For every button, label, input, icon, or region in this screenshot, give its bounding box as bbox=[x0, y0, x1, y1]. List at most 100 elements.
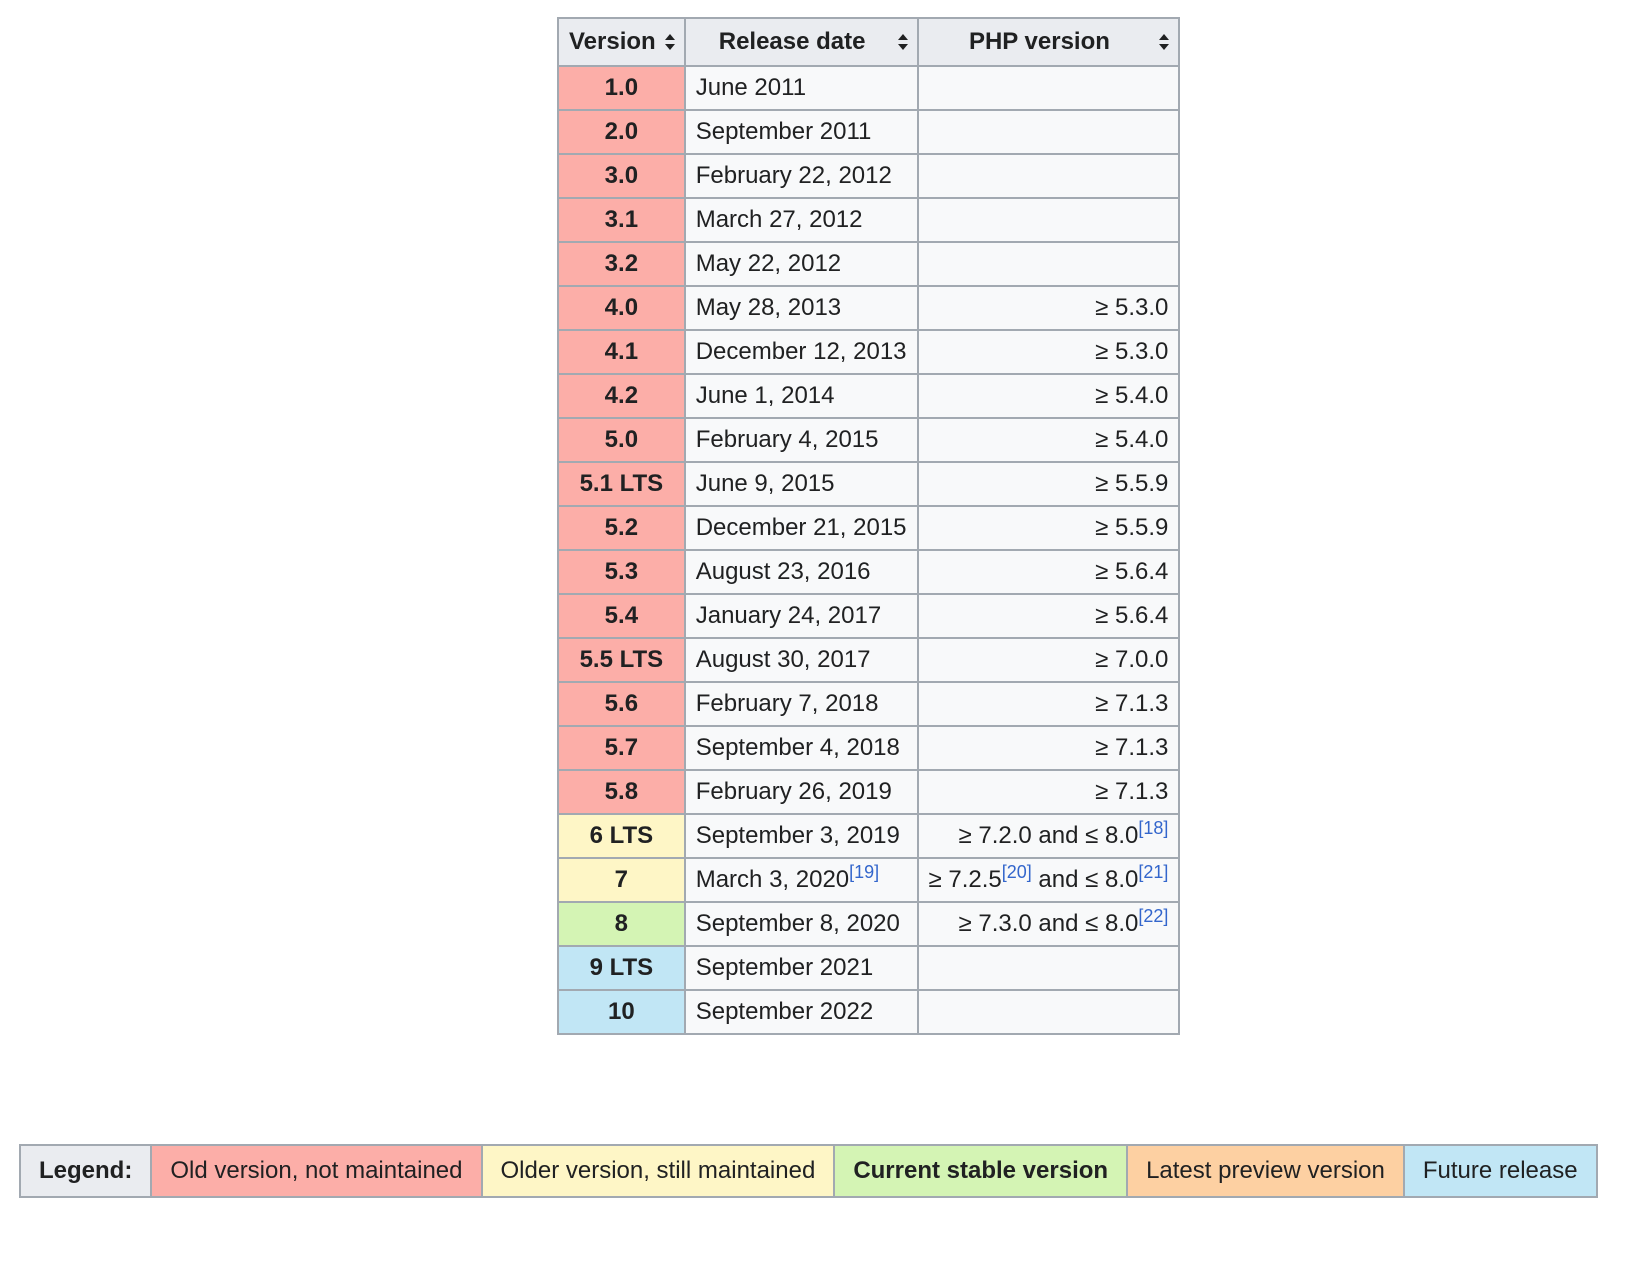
release-date-cell: March 27, 2012 bbox=[683, 197, 919, 243]
version-cell: 7 bbox=[557, 857, 686, 903]
release-date-cell: December 21, 2015 bbox=[683, 505, 919, 551]
release-date-cell: September 2021 bbox=[683, 945, 919, 991]
release-date-cell: June 2011 bbox=[683, 65, 919, 111]
version-cell: 5.2 bbox=[557, 505, 686, 551]
table-row: 4.1 December 12, 2013 ≥ 5.3.0 bbox=[557, 329, 1181, 375]
sort-icon[interactable] bbox=[1158, 33, 1170, 51]
php-version-cell: ≥ 7.1.3 bbox=[916, 681, 1181, 727]
release-date-cell: June 9, 2015 bbox=[683, 461, 919, 507]
php-version-text: and ≤ 8.0 bbox=[1031, 866, 1139, 893]
php-version-cell: ≥ 5.6.4 bbox=[916, 593, 1181, 639]
php-version-cell bbox=[916, 945, 1181, 991]
citation-link[interactable]: [20] bbox=[1001, 862, 1032, 882]
php-version-cell: ≥ 7.3.0 and ≤ 8.0[22] bbox=[916, 901, 1181, 947]
release-date-cell: February 22, 2012 bbox=[683, 153, 919, 199]
legend-item-future: Future release bbox=[1402, 1144, 1598, 1198]
version-cell: 5.3 bbox=[557, 549, 686, 595]
legend-item-current: Current stable version bbox=[833, 1144, 1129, 1198]
release-date-cell: May 28, 2013 bbox=[683, 285, 919, 331]
version-cell: 9 LTS bbox=[557, 945, 686, 991]
sort-icon[interactable] bbox=[897, 33, 909, 51]
release-date-cell: December 12, 2013 bbox=[683, 329, 919, 375]
column-header-label: Release date bbox=[718, 28, 866, 55]
column-header-version[interactable]: Version bbox=[557, 17, 686, 67]
version-cell: 2.0 bbox=[557, 109, 686, 155]
php-version-cell: ≥ 7.2.5[20] and ≤ 8.0[21] bbox=[916, 857, 1181, 903]
citation-link[interactable]: [18] bbox=[1138, 818, 1169, 838]
release-date-cell: May 22, 2012 bbox=[683, 241, 919, 287]
citation-link[interactable]: [21] bbox=[1138, 862, 1169, 882]
table-row: 3.2 May 22, 2012 bbox=[557, 241, 1181, 287]
release-date-cell: February 26, 2019 bbox=[683, 769, 919, 815]
table-row: 5.8 February 26, 2019 ≥ 7.1.3 bbox=[557, 769, 1181, 815]
release-date-cell: September 8, 2020 bbox=[683, 901, 919, 947]
release-date-cell: September 2011 bbox=[683, 109, 919, 155]
table-row: 4.0 May 28, 2013 ≥ 5.3.0 bbox=[557, 285, 1181, 331]
php-version-text: ≥ 7.2.5 bbox=[928, 866, 1002, 893]
release-date-cell: September 3, 2019 bbox=[683, 813, 919, 859]
version-cell: 5.5 LTS bbox=[557, 637, 686, 683]
php-version-cell: ≥ 5.6.4 bbox=[916, 549, 1181, 595]
table-row: 5.2 December 21, 2015 ≥ 5.5.9 bbox=[557, 505, 1181, 551]
legend-item-older: Older version, still maintained bbox=[480, 1144, 836, 1198]
table-row: 8 September 8, 2020 ≥ 7.3.0 and ≤ 8.0[22] bbox=[557, 901, 1181, 947]
version-cell: 5.0 bbox=[557, 417, 686, 463]
release-date-cell: June 1, 2014 bbox=[683, 373, 919, 419]
citation-link[interactable]: [19] bbox=[849, 862, 880, 882]
citation-link[interactable]: [22] bbox=[1138, 906, 1169, 926]
version-cell: 5.6 bbox=[557, 681, 686, 727]
release-date-cell: March 3, 2020[19] bbox=[683, 857, 919, 903]
table-row: 4.2 June 1, 2014 ≥ 5.4.0 bbox=[557, 373, 1181, 419]
php-version-cell bbox=[916, 153, 1181, 199]
legend-row: Legend: Old version, not maintained Older… bbox=[18, 1144, 1598, 1198]
legend-table: Legend: Old version, not maintained Older… bbox=[18, 1144, 1598, 1198]
php-version-cell: ≥ 5.3.0 bbox=[916, 329, 1181, 375]
table-row: 3.0 February 22, 2012 bbox=[557, 153, 1181, 199]
table-row: 5.5 LTS August 30, 2017 ≥ 7.0.0 bbox=[557, 637, 1181, 683]
table-row: 2.0 September 2011 bbox=[557, 109, 1181, 155]
version-cell: 10 bbox=[557, 989, 686, 1035]
table-row: 3.1 March 27, 2012 bbox=[557, 197, 1181, 243]
table-row: 10 September 2022 bbox=[557, 989, 1181, 1035]
table-row: 5.0 February 4, 2015 ≥ 5.4.0 bbox=[557, 417, 1181, 463]
version-cell: 4.2 bbox=[557, 373, 686, 419]
release-date-text: March 3, 2020 bbox=[695, 866, 850, 893]
release-date-cell: February 4, 2015 bbox=[683, 417, 919, 463]
release-date-cell: February 7, 2018 bbox=[683, 681, 919, 727]
version-cell: 6 LTS bbox=[557, 813, 686, 859]
php-version-text: ≥ 7.2.0 and ≤ 8.0 bbox=[958, 822, 1139, 849]
version-cell: 4.0 bbox=[557, 285, 686, 331]
table-row: 7 March 3, 2020[19] ≥ 7.2.5[20] and ≤ 8.0[… bbox=[557, 857, 1181, 903]
php-version-cell: ≥ 7.1.3 bbox=[916, 769, 1181, 815]
php-version-text: ≥ 7.3.0 and ≤ 8.0 bbox=[958, 910, 1139, 937]
table-body: 1.0 June 2011 2.0 September 2011 3.0 February… bbox=[557, 65, 1181, 1035]
php-version-cell bbox=[916, 241, 1181, 287]
php-version-cell: ≥ 7.2.0 and ≤ 8.0[18] bbox=[916, 813, 1181, 859]
php-version-cell bbox=[916, 65, 1181, 111]
version-cell: 5.8 bbox=[557, 769, 686, 815]
table-row: 9 LTS September 2021 bbox=[557, 945, 1181, 991]
legend-item-preview: Latest preview version bbox=[1126, 1144, 1405, 1198]
release-date-cell: September 4, 2018 bbox=[683, 725, 919, 771]
php-version-cell: ≥ 7.1.3 bbox=[916, 725, 1181, 771]
php-version-cell: ≥ 5.5.9 bbox=[916, 505, 1181, 551]
version-cell: 8 bbox=[557, 901, 686, 947]
column-header-release-date[interactable]: Release date bbox=[683, 17, 919, 67]
version-history-table: Version Release date PHP version 1.0 June… bbox=[557, 17, 1181, 1035]
sort-icon[interactable] bbox=[664, 33, 676, 51]
table-row: 5.6 February 7, 2018 ≥ 7.1.3 bbox=[557, 681, 1181, 727]
php-version-cell: ≥ 7.0.0 bbox=[916, 637, 1181, 683]
version-cell: 5.4 bbox=[557, 593, 686, 639]
php-version-cell: ≥ 5.4.0 bbox=[916, 417, 1181, 463]
column-header-php-version[interactable]: PHP version bbox=[916, 17, 1181, 67]
php-version-cell: ≥ 5.3.0 bbox=[916, 285, 1181, 331]
php-version-cell bbox=[916, 197, 1181, 243]
php-version-cell: ≥ 5.5.9 bbox=[916, 461, 1181, 507]
table-row: 5.3 August 23, 2016 ≥ 5.6.4 bbox=[557, 549, 1181, 595]
php-version-cell bbox=[916, 989, 1181, 1035]
version-cell: 3.0 bbox=[557, 153, 686, 199]
table-row: 5.1 LTS June 9, 2015 ≥ 5.5.9 bbox=[557, 461, 1181, 507]
php-version-cell bbox=[916, 109, 1181, 155]
version-cell: 1.0 bbox=[557, 65, 686, 111]
table-row: 5.7 September 4, 2018 ≥ 7.1.3 bbox=[557, 725, 1181, 771]
